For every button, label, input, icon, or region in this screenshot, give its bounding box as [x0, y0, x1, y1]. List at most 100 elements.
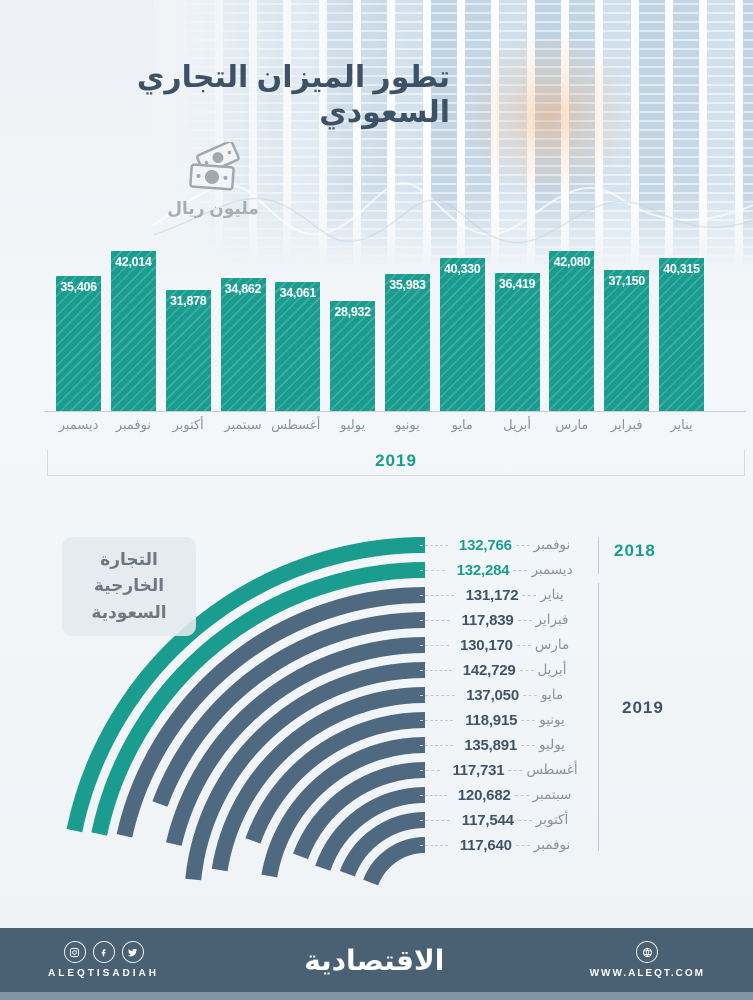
- leader-dash: [420, 619, 450, 621]
- bar-يوليو: 28,932: [330, 301, 376, 411]
- radial-chart-title: التجارة الخارجية السعودية: [62, 537, 196, 637]
- brand-logo: الاقتصادية: [304, 944, 445, 976]
- footer-website-block: WWW.ALEQT.COM: [590, 941, 705, 979]
- bar-أكتوبر: 31,878: [165, 290, 211, 411]
- leader-dash: [420, 769, 441, 771]
- radial-value: 118,915: [465, 711, 518, 729]
- arc-2019-سبتمبر: [315, 787, 426, 871]
- bar-value-label: 34,862: [224, 282, 262, 296]
- radial-month: سبتمبر: [532, 787, 572, 802]
- facebook-icon[interactable]: [92, 941, 115, 963]
- arc-2019-مايو: [211, 687, 426, 872]
- bar-مايو: 40,330: [439, 258, 485, 411]
- footer-bottom-strip: [0, 992, 753, 1000]
- bar-value-label: 36,419: [498, 277, 536, 291]
- page-title: تطور الميزان التجاري السعودي: [136, 61, 451, 129]
- radial-value: 120,682: [457, 786, 511, 804]
- bar-value-label: 35,406: [60, 280, 97, 294]
- radial-row-2019-أبريل: 142,729 أبريل: [420, 658, 598, 683]
- bar-value-label: 34,061: [279, 286, 317, 300]
- month-label-ديسمبر: ديسمبر: [58, 417, 99, 432]
- leader-dash: [420, 594, 455, 596]
- radial-month: فبراير: [535, 612, 569, 627]
- bar-value-label: 37,150: [608, 274, 645, 288]
- bar-value-label: 35,983: [389, 278, 426, 292]
- leader-dash: [522, 694, 537, 696]
- leader-dash: [515, 844, 530, 846]
- leader-dash: [522, 594, 537, 596]
- leader-dash: [513, 569, 528, 571]
- arc-2019-فبراير: [152, 612, 426, 807]
- arc-2019-أبريل: [185, 662, 426, 881]
- banknotes-icon: [189, 140, 240, 191]
- bar-نوفمبر: 42,014: [110, 251, 156, 411]
- bar-value-label: 42,080: [553, 255, 591, 269]
- arc-2019-يوليو: [261, 737, 426, 878]
- year-2019-separator-line: [598, 583, 599, 851]
- radial-row-2019-فبراير: 117,839 فبراير: [420, 608, 598, 633]
- bar-month-labels: يناير فبراير مارس أبريل مايو يونيو يوليو أغسطس س…: [56, 417, 704, 433]
- radial-row-2019-أكتوبر: 117,544 أكتوبر: [420, 808, 598, 833]
- radial-month: يونيو: [539, 712, 565, 727]
- year-2019-label: 2019: [622, 698, 664, 717]
- radial-value: 130,170: [460, 636, 513, 654]
- arc-2018-ديسمبر: [91, 562, 426, 836]
- bar-فبراير: 37,150: [604, 270, 650, 411]
- bar-ديسمبر: 35,406: [56, 276, 102, 411]
- instagram-icon[interactable]: [63, 941, 86, 963]
- month-label-نوفمبر: نوفمبر: [115, 417, 151, 432]
- globe-icon[interactable]: [636, 941, 659, 963]
- radial-row-2019-مايو: 137,050 مايو: [420, 683, 598, 708]
- photo-chart-squiggle: [153, 182, 753, 244]
- radial-row-2019-مارس: 130,170 مارس: [420, 633, 598, 658]
- trade-balance-bar-chart: 40,315 37,150 42,080 36,419 40,330 35,983 28,9…: [56, 251, 704, 411]
- leader-dash: [517, 819, 532, 821]
- twitter-icon[interactable]: [121, 941, 144, 963]
- leader-dash: [519, 669, 534, 671]
- radial-row-2018-ديسمبر: 132,284 ديسمبر: [420, 558, 598, 583]
- leader-dash: [420, 719, 454, 721]
- radial-row-2019-نوفمبر: 117,640 نوفمبر: [420, 833, 598, 858]
- arc-2019-يناير: [116, 587, 426, 838]
- year-2019-bracket: 2019: [47, 450, 745, 476]
- radial-row-2019-يناير: 131,172 يناير: [420, 583, 598, 608]
- radial-month: نوفمبر: [533, 837, 571, 852]
- leader-dash: [420, 569, 446, 571]
- bar-value-label: 31,878: [169, 294, 207, 308]
- leader-dash: [521, 719, 536, 721]
- leader-dash: [420, 669, 452, 671]
- leader-dash: [521, 744, 536, 746]
- leader-dash: [516, 644, 531, 646]
- leader-dash: [515, 544, 530, 546]
- month-label-يناير: يناير: [670, 417, 693, 432]
- arc-2019-مارس: [166, 637, 426, 846]
- bar-مارس: 42,080: [549, 251, 595, 411]
- month-label-يونيو: يونيو: [395, 417, 420, 432]
- radial-value: 117,544: [461, 811, 514, 829]
- arc-2019-يونيو: [245, 712, 426, 844]
- year-2018-separator-line: [598, 537, 599, 574]
- radial-value: 117,839: [461, 611, 514, 629]
- month-label-مارس: مارس: [555, 417, 589, 432]
- radial-row-2018-نوفمبر: 132,766 نوفمبر: [420, 533, 598, 558]
- bar-سبتمبر: 34,862: [220, 278, 266, 411]
- month-label-أغسطس: أغسطس: [271, 417, 321, 432]
- radial-value: 117,731: [452, 761, 505, 779]
- month-label-أبريل: أبريل: [503, 417, 531, 432]
- arc-2019-نوفمبر: [363, 837, 426, 886]
- coins-photo-background: [153, 0, 753, 275]
- leader-dash: [420, 544, 448, 546]
- bar-value-label: 40,315: [663, 262, 700, 276]
- month-label-فبراير: فبراير: [610, 417, 643, 432]
- radial-value: 135,891: [464, 736, 518, 754]
- radial-value: 132,284: [456, 561, 510, 579]
- month-label-مايو: مايو: [451, 417, 473, 432]
- unit-label: مليون ريال: [167, 199, 259, 218]
- leader-dash: [420, 694, 455, 696]
- arc-2019-أكتوبر: [339, 812, 426, 877]
- leader-dash: [420, 844, 448, 846]
- year-2018-label: 2018: [614, 541, 656, 560]
- month-label-أكتوبر: أكتوبر: [172, 417, 204, 432]
- bar-value-label: 40,330: [444, 262, 481, 276]
